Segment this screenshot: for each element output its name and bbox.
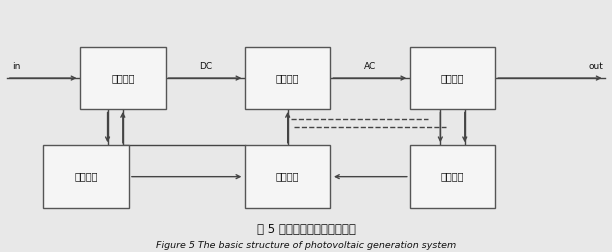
Text: Figure 5 The basic structure of photovoltaic generation system: Figure 5 The basic structure of photovol…: [156, 241, 456, 250]
FancyBboxPatch shape: [245, 47, 330, 109]
FancyBboxPatch shape: [80, 47, 166, 109]
Text: DC: DC: [199, 62, 212, 71]
Text: 逆變電路: 逆變電路: [276, 73, 299, 83]
Text: 輔助電路: 輔助電路: [75, 172, 98, 182]
FancyBboxPatch shape: [245, 145, 330, 208]
FancyBboxPatch shape: [43, 145, 129, 208]
Text: in: in: [12, 62, 20, 71]
FancyBboxPatch shape: [410, 145, 495, 208]
Text: 輸出電路: 輸出電路: [441, 73, 465, 83]
Text: 輸入電路: 輸入電路: [111, 73, 135, 83]
Text: 圖 5 光伏逆變系統基本結構圖: 圖 5 光伏逆變系統基本結構圖: [256, 223, 356, 236]
Text: 控制電路: 控制電路: [276, 172, 299, 182]
Text: AC: AC: [364, 62, 376, 71]
FancyBboxPatch shape: [410, 47, 495, 109]
Text: out: out: [589, 62, 603, 71]
Text: 保護電路: 保護電路: [441, 172, 465, 182]
